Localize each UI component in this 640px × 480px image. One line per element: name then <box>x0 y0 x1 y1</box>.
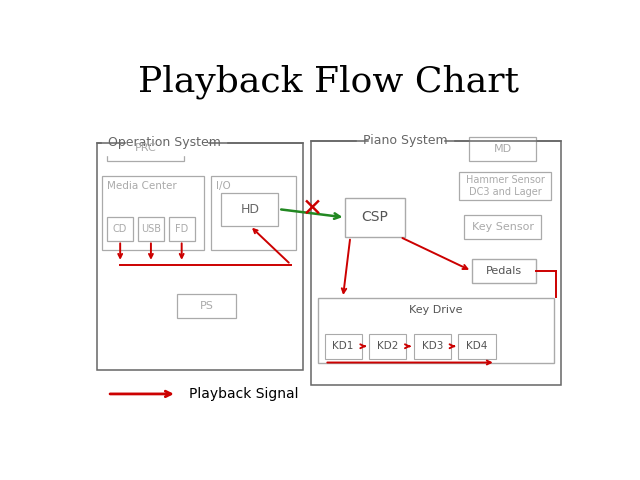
Text: KD4: KD4 <box>467 341 488 351</box>
Bar <box>469 137 536 161</box>
Text: MD: MD <box>494 144 512 154</box>
Bar <box>102 176 204 250</box>
Bar <box>97 143 303 370</box>
Bar <box>346 198 405 237</box>
Bar <box>472 259 536 283</box>
Text: Playback Signal: Playback Signal <box>189 387 299 401</box>
Text: HD: HD <box>241 203 259 216</box>
Bar <box>169 216 195 240</box>
Text: CD: CD <box>113 224 127 234</box>
Bar <box>177 294 236 318</box>
Bar <box>324 334 362 359</box>
Bar <box>465 215 541 239</box>
Bar <box>369 334 406 359</box>
Text: KD2: KD2 <box>377 341 399 351</box>
Text: PRC: PRC <box>135 143 157 153</box>
Text: Key Sensor: Key Sensor <box>472 222 534 232</box>
Bar <box>108 216 133 240</box>
Bar <box>138 216 164 240</box>
Bar <box>211 176 296 250</box>
Text: Pedals: Pedals <box>486 266 522 276</box>
Text: KD3: KD3 <box>422 341 443 351</box>
Text: Operation System: Operation System <box>108 136 221 149</box>
Text: PS: PS <box>200 301 213 311</box>
Text: CSP: CSP <box>362 210 388 225</box>
Text: Hammer Sensor
DC3 and Lager: Hammer Sensor DC3 and Lager <box>466 175 545 197</box>
Text: Piano System: Piano System <box>363 134 447 147</box>
Bar <box>458 334 495 359</box>
Text: Media Center: Media Center <box>108 181 177 192</box>
Text: ✕: ✕ <box>301 197 323 221</box>
Text: Key Drive: Key Drive <box>409 305 463 315</box>
Text: FD: FD <box>175 224 188 234</box>
Bar <box>108 135 184 161</box>
Bar <box>318 298 554 362</box>
Text: KD1: KD1 <box>332 341 354 351</box>
Bar <box>310 141 561 384</box>
Text: USB: USB <box>141 224 161 234</box>
Bar <box>460 172 551 200</box>
Text: I/O: I/O <box>216 181 231 192</box>
Text: Playback Flow Chart: Playback Flow Chart <box>138 64 518 99</box>
Bar <box>221 192 278 226</box>
Bar <box>414 334 451 359</box>
